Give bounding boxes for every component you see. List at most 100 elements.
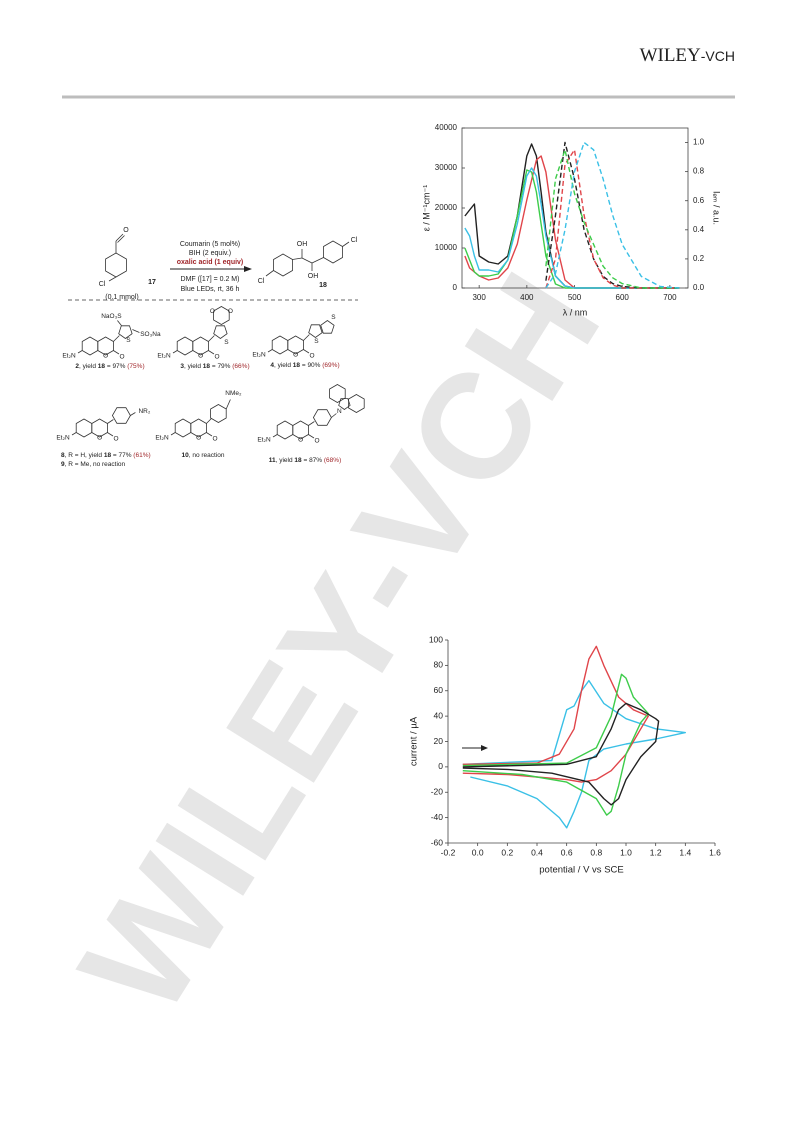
y-tick-label: 40000 bbox=[435, 123, 458, 132]
x-tick-label: 0.4 bbox=[531, 847, 543, 857]
atom-label: S bbox=[224, 339, 229, 346]
caption-yield: = 87% bbox=[302, 457, 324, 464]
compound-caption: 3, yield 18 = 79% (66%) bbox=[180, 363, 249, 370]
compound-caption: 8, R = H, yield 18 = 77% (61%) bbox=[61, 452, 151, 459]
bond-ring bbox=[338, 398, 351, 410]
x-tick-label: 1.0 bbox=[620, 847, 632, 857]
compound-caption: 9, R = Me, no reaction bbox=[61, 461, 126, 468]
atom-label: S bbox=[126, 337, 131, 344]
bond bbox=[170, 432, 176, 436]
x-tick-label: 0.6 bbox=[561, 847, 573, 857]
x-tick-label: 300 bbox=[472, 293, 486, 302]
caption-number: 2 bbox=[75, 363, 79, 370]
y2-tick-label: 0.0 bbox=[693, 283, 705, 292]
publisher-suffix: -VCH bbox=[701, 48, 735, 64]
bond-ring bbox=[308, 324, 323, 338]
y-tick-label: 100 bbox=[429, 634, 443, 644]
bond bbox=[115, 233, 124, 242]
atom-label: O bbox=[309, 353, 314, 360]
bond-ring bbox=[320, 320, 335, 334]
atom-label: NR₂ bbox=[138, 408, 150, 415]
x-tick-label: 600 bbox=[616, 293, 630, 302]
y-axis-label: current / µA bbox=[409, 716, 420, 766]
bond bbox=[108, 276, 117, 282]
y-tick-label: 60 bbox=[434, 685, 444, 695]
atom-label: Et₂N bbox=[257, 437, 271, 444]
data-line bbox=[462, 702, 660, 806]
x-tick-label: 1.2 bbox=[650, 847, 662, 857]
bond-ring bbox=[210, 404, 227, 423]
atom-label: OH bbox=[297, 241, 308, 248]
atom-label: O bbox=[196, 435, 201, 442]
caption-yield: = 79% bbox=[210, 363, 232, 370]
publisher-name: WILEY bbox=[640, 45, 701, 66]
bond bbox=[132, 329, 140, 333]
arrow-head bbox=[244, 266, 252, 272]
bond-ring bbox=[271, 335, 289, 355]
caption-isolated: (61%) bbox=[133, 452, 150, 459]
y-tick-label: 20 bbox=[434, 736, 444, 746]
bond bbox=[172, 350, 178, 354]
caption-isolated: (75%) bbox=[127, 363, 144, 370]
y-tick-label: 40 bbox=[434, 710, 444, 720]
data-line bbox=[545, 141, 680, 289]
bond-ring bbox=[329, 384, 346, 403]
bond-ring bbox=[213, 325, 228, 339]
caption-number: 3 bbox=[180, 363, 184, 370]
compound-caption: 11, yield 18 = 87% (68%) bbox=[269, 457, 341, 464]
x-tick-label: 500 bbox=[568, 293, 582, 302]
data-line bbox=[462, 673, 649, 816]
atom-label: S bbox=[331, 314, 336, 321]
y2-tick-label: 0.2 bbox=[693, 254, 705, 263]
atom-label: OH bbox=[308, 273, 319, 280]
bond-ring bbox=[75, 418, 93, 438]
condition: Blue LEDs, rt, 36 h bbox=[181, 286, 240, 293]
x-tick-label: 700 bbox=[663, 293, 677, 302]
atom-label: SO₃Na bbox=[140, 331, 161, 338]
bond bbox=[117, 320, 122, 326]
data-line bbox=[462, 679, 686, 829]
y-tick-label: 10000 bbox=[435, 243, 458, 252]
x-tick-label: 1.6 bbox=[709, 847, 721, 857]
bond bbox=[292, 257, 303, 260]
compound-number: 18 bbox=[319, 282, 327, 289]
bond bbox=[113, 350, 120, 355]
caption-text: , yield bbox=[276, 457, 295, 464]
y-tick-label: -20 bbox=[431, 787, 444, 797]
x-axis-label: λ / nm bbox=[563, 307, 588, 317]
caption-text: , yield bbox=[184, 363, 203, 370]
atom-label: Et₂N bbox=[155, 435, 169, 442]
bond bbox=[71, 432, 77, 436]
publisher-logo: WILEY-VCH bbox=[640, 45, 735, 66]
y-tick-label: 0 bbox=[438, 761, 443, 771]
atom-label: NaO₃S bbox=[101, 313, 122, 320]
bond-ring bbox=[273, 253, 293, 277]
caption-isolated: (69%) bbox=[322, 362, 339, 369]
caption-product: 18 bbox=[98, 363, 106, 370]
y-tick-label: -60 bbox=[431, 837, 444, 847]
atom-label: O bbox=[293, 352, 298, 359]
bond bbox=[311, 257, 324, 264]
caption-text: , R = H, yield bbox=[65, 452, 104, 459]
bond bbox=[77, 350, 83, 354]
bond-ring bbox=[81, 336, 99, 356]
bond bbox=[301, 257, 313, 264]
atom-label: O bbox=[198, 353, 203, 360]
bond bbox=[272, 434, 278, 438]
y2-tick-label: 0.4 bbox=[693, 225, 705, 234]
x-tick-label: 0.2 bbox=[501, 847, 513, 857]
bond-ring bbox=[176, 336, 194, 356]
atom-label: O bbox=[314, 438, 319, 445]
data-line bbox=[545, 149, 680, 289]
bond bbox=[308, 421, 315, 426]
bond bbox=[107, 419, 114, 424]
bond bbox=[342, 241, 350, 247]
bond bbox=[206, 418, 212, 424]
bond-ring bbox=[174, 418, 192, 438]
atom-label: Et₂N bbox=[62, 353, 76, 360]
bond bbox=[331, 413, 337, 418]
y-tick-label: 0 bbox=[453, 283, 458, 292]
bond bbox=[303, 334, 310, 341]
caption-yield: = 90% bbox=[300, 362, 322, 369]
y2-axis-label: Iₑₘ / a.u. bbox=[712, 191, 722, 225]
